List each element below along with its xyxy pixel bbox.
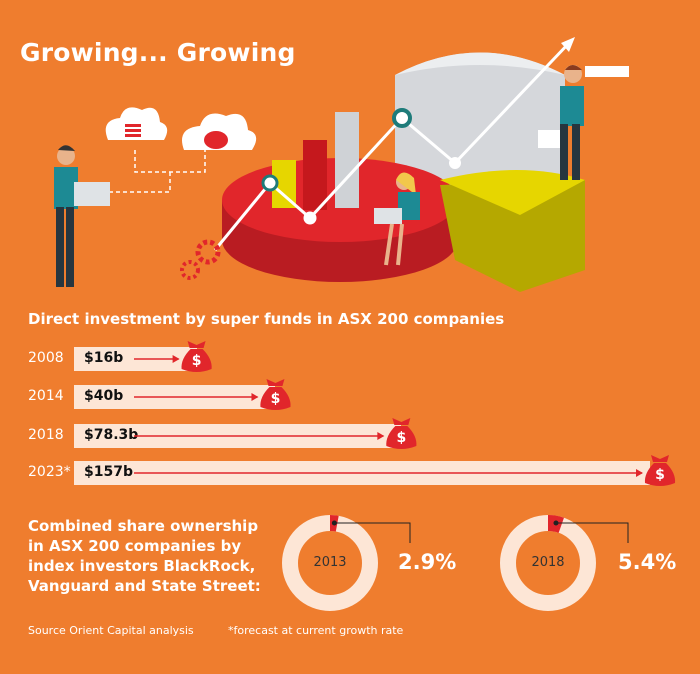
growth-arrowhead — [172, 355, 180, 363]
money-bag-icon: $ — [386, 418, 417, 449]
trend-line — [213, 37, 575, 251]
gear-icon — [180, 239, 221, 280]
page-title: Growing... Growing — [20, 38, 296, 67]
investment-chart-title: Direct investment by super funds in ASX … — [28, 310, 505, 328]
leader-line — [555, 522, 629, 543]
bar-value-label: $78.3b — [84, 427, 139, 443]
ownership-label: Combined share ownership in ASX 200 comp… — [28, 517, 261, 595]
yellow-pie-slice — [440, 170, 585, 292]
svg-text:$: $ — [396, 430, 406, 446]
bar-year-label: 2014 — [28, 388, 64, 404]
money-bag-icon: $ — [260, 379, 291, 410]
growth-arrowhead — [251, 393, 259, 401]
svg-text:$: $ — [192, 353, 202, 369]
man-with-laptop — [54, 145, 110, 287]
donut-slice — [500, 515, 596, 611]
woman-with-laptop — [374, 172, 420, 266]
grey-bar — [335, 112, 359, 208]
money-bag-icon: $ — [644, 455, 676, 486]
source-note: Source Orient Capital analysis — [28, 624, 194, 637]
red-bar — [303, 140, 327, 210]
bar-value-label: $40b — [84, 388, 124, 404]
svg-text:$: $ — [271, 391, 281, 407]
man-with-telescope — [538, 65, 629, 180]
bar-year-label: 2008 — [28, 350, 64, 366]
cloud-piggy-bank-icon — [182, 113, 257, 150]
donut-year-label: 2018 — [531, 555, 565, 570]
growth-illustration — [54, 37, 629, 292]
growth-arrowhead — [377, 432, 385, 440]
cloud-coins-icon — [105, 107, 168, 140]
bar-year-label: 2018 — [28, 427, 64, 443]
grey-cylinder-segment — [395, 52, 565, 190]
bar-value-label: $157b — [84, 464, 133, 480]
forecast-note: *forecast at current growth rate — [228, 624, 404, 637]
donut-percent-label: 2.9% — [398, 550, 457, 574]
growth-arrowhead — [636, 469, 643, 477]
donut-year-label: 2013 — [313, 555, 347, 570]
bar-value-label: $16b — [84, 350, 124, 366]
leader-line — [334, 522, 411, 543]
money-bag-icon: $ — [181, 341, 212, 372]
svg-text:$: $ — [655, 467, 665, 483]
bar-year-label: 2023* — [28, 464, 71, 480]
donut-slice — [282, 515, 378, 611]
donut-percent-label: 5.4% — [618, 550, 677, 574]
investment-arrows: $ $ $ $ — [134, 341, 676, 486]
